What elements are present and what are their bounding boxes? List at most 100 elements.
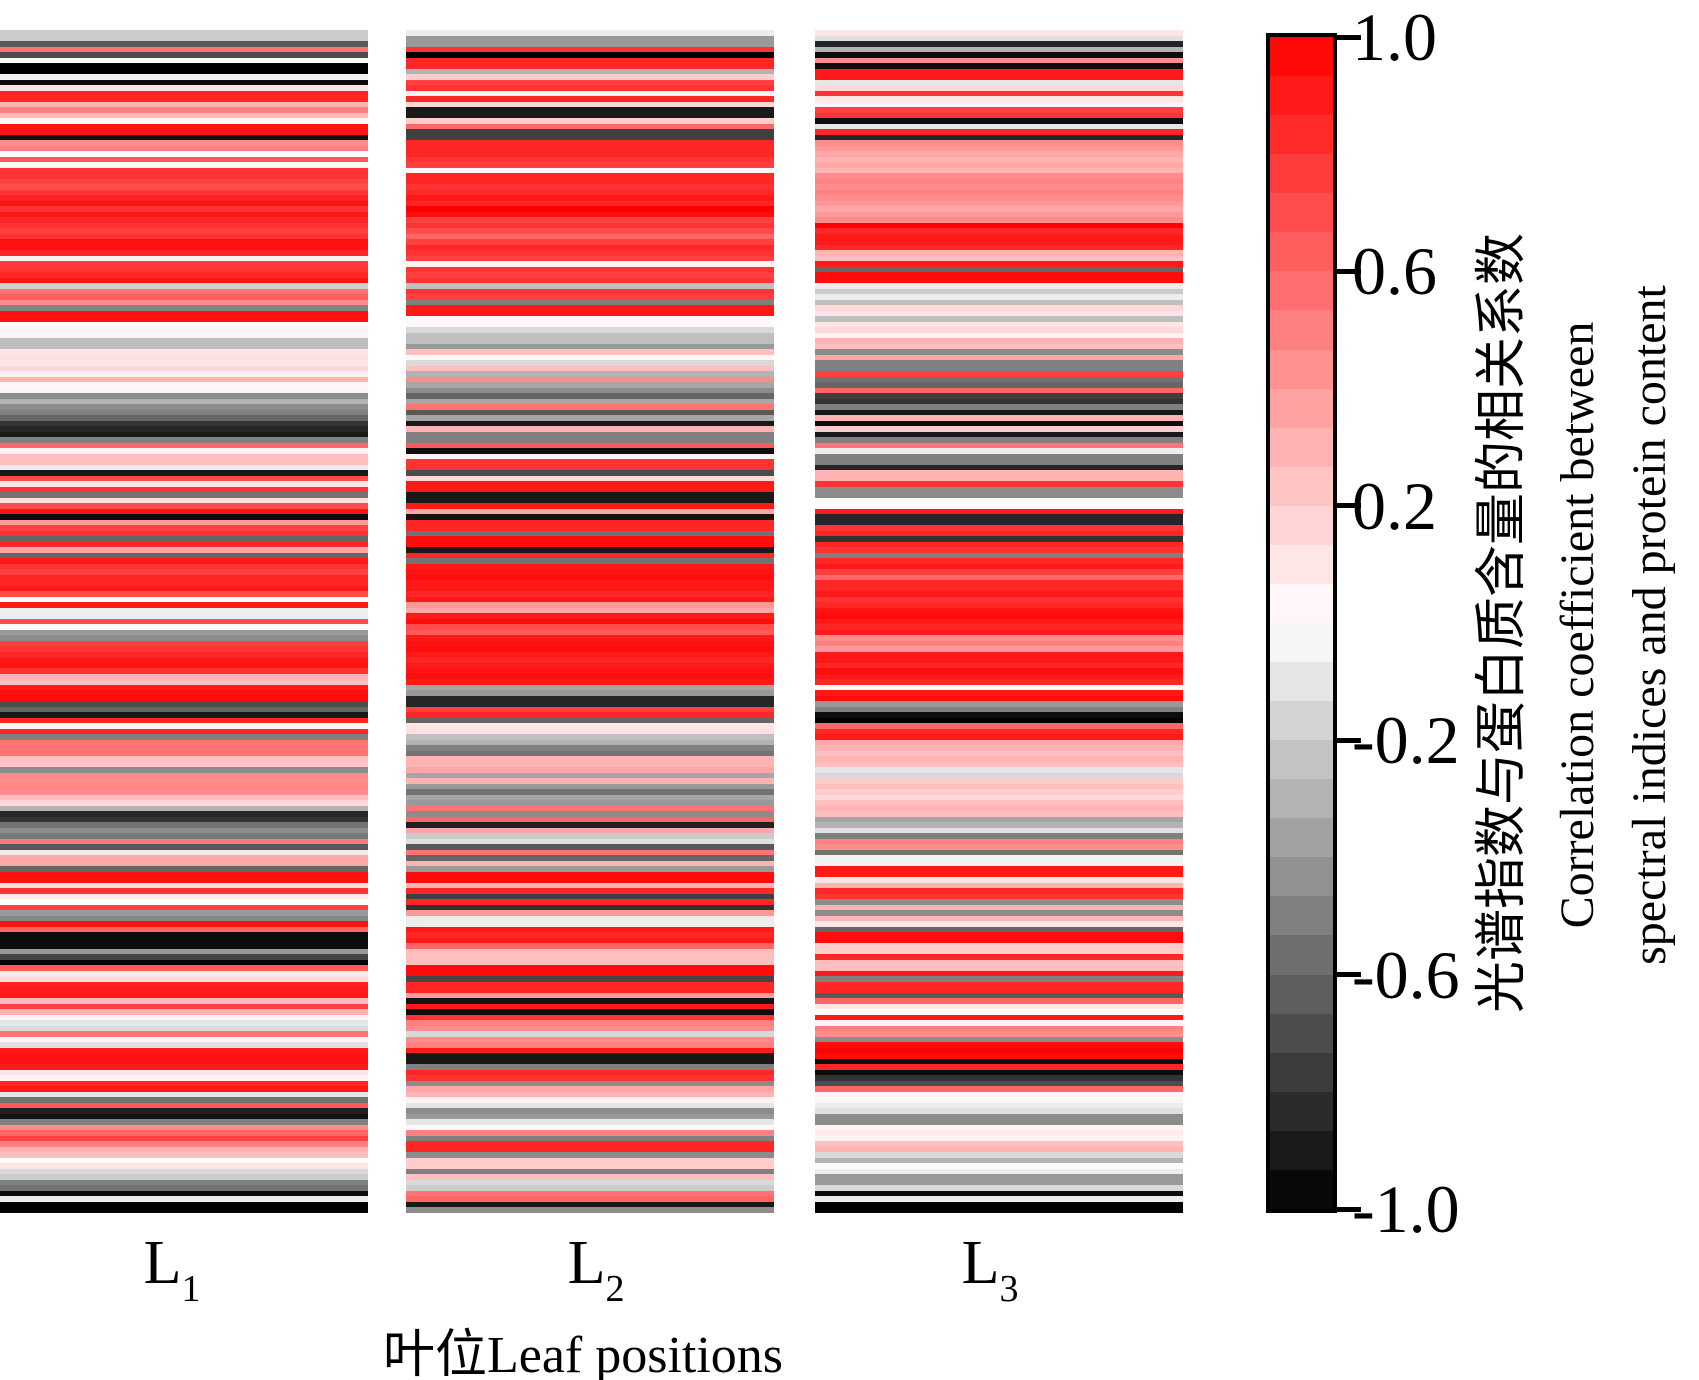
- colorbar-step: [1270, 662, 1333, 702]
- heatmap-row: [406, 272, 774, 278]
- heatmap-row: [406, 811, 774, 817]
- heatmap-row: [0, 756, 368, 762]
- heatmap-row: [0, 46, 368, 52]
- colorbar-tick: [1337, 737, 1361, 743]
- heatmap-row: [815, 701, 1183, 707]
- heatmap-row: [0, 1025, 368, 1031]
- heatmap-row: [406, 1069, 774, 1075]
- heatmap-row: [0, 360, 368, 366]
- heatmap-row: [406, 959, 774, 965]
- heatmap-row: [815, 46, 1183, 52]
- heatmap-row: [0, 442, 368, 448]
- heatmap-row: [406, 519, 774, 525]
- heatmap-row: [0, 178, 368, 184]
- heatmap-row: [815, 79, 1183, 85]
- heatmap-row: [815, 904, 1183, 910]
- heatmap-row: [815, 547, 1183, 553]
- heatmap-row: [0, 860, 368, 866]
- colorbar-step: [1270, 974, 1333, 1014]
- heatmap-row: [0, 1168, 368, 1174]
- heatmap-row: [0, 1097, 368, 1103]
- heatmap-row: [406, 767, 774, 773]
- heatmap-row: [406, 294, 774, 300]
- heatmap-row: [815, 310, 1183, 316]
- heatmap-row: [0, 437, 368, 443]
- heatmap-row: [0, 173, 368, 179]
- heatmap-row: [0, 283, 368, 289]
- heatmap-row: [815, 211, 1183, 217]
- heatmap-row: [0, 679, 368, 685]
- heatmap-row: [0, 1179, 368, 1185]
- heatmap-row: [406, 321, 774, 327]
- heatmap-row: [815, 371, 1183, 377]
- heatmap-row: [406, 657, 774, 663]
- heatmap-row: [406, 371, 774, 377]
- heatmap-row: [0, 57, 368, 63]
- heatmap-row: [0, 844, 368, 850]
- heatmap-row: [0, 778, 368, 784]
- heatmap-row: [0, 673, 368, 679]
- heatmap-row: [0, 129, 368, 135]
- heatmap-row: [406, 1075, 774, 1081]
- heatmap-row: [0, 382, 368, 388]
- heatmap-row: [0, 398, 368, 404]
- heatmap-row: [406, 1201, 774, 1207]
- heatmap-row: [0, 492, 368, 498]
- heatmap-row: [0, 1141, 368, 1147]
- heatmap-row: [815, 184, 1183, 190]
- heatmap-row: [406, 635, 774, 641]
- heatmap-row: [815, 376, 1183, 382]
- heatmap-row: [815, 1020, 1183, 1026]
- heatmap-row: [0, 404, 368, 410]
- heatmap-row: [0, 1124, 368, 1130]
- heatmap-row: [406, 1207, 774, 1213]
- heatmap-row: [0, 706, 368, 712]
- colorbar-step: [1270, 37, 1333, 77]
- heatmap-row: [0, 475, 368, 481]
- heatmap-row: [815, 1003, 1183, 1009]
- heatmap-row: [815, 712, 1183, 718]
- heatmap-row: [815, 349, 1183, 355]
- colorbar-label-english-line1: Correlation coefficient between: [1551, 321, 1604, 929]
- heatmap-row: [406, 365, 774, 371]
- heatmap-row: [406, 1036, 774, 1042]
- heatmap-row: [815, 684, 1183, 690]
- heatmap-row: [406, 1025, 774, 1031]
- heatmap-row: [0, 140, 368, 146]
- heatmap-row: [0, 882, 368, 888]
- heatmap-row: [406, 1102, 774, 1108]
- heatmap-row: [406, 723, 774, 729]
- heatmap-row: [0, 596, 368, 602]
- heatmap-row: [0, 1080, 368, 1086]
- heatmap-row: [0, 767, 368, 773]
- heatmap-row: [815, 145, 1183, 151]
- heatmap-row: [0, 431, 368, 437]
- heatmap-row: [406, 475, 774, 481]
- heatmap-row: [0, 569, 368, 575]
- heatmap-row: [406, 228, 774, 234]
- heatmap-row: [815, 123, 1183, 129]
- heatmap-row: [406, 349, 774, 355]
- heatmap-row: [0, 222, 368, 228]
- heatmap-row: [815, 167, 1183, 173]
- heatmap-row: [0, 371, 368, 377]
- heatmap-row: [0, 79, 368, 85]
- heatmap-row: [406, 805, 774, 811]
- heatmap-row: [815, 838, 1183, 844]
- heatmap-row: [815, 750, 1183, 756]
- heatmap-row: [406, 1009, 774, 1015]
- heatmap-row: [0, 1146, 368, 1152]
- heatmap-row: [815, 442, 1183, 448]
- heatmap-row: [406, 464, 774, 470]
- heatmap-row: [406, 250, 774, 256]
- heatmap-row: [0, 888, 368, 894]
- heatmap-row: [815, 431, 1183, 437]
- heatmap-row: [0, 739, 368, 745]
- colorbar-tick: [1337, 503, 1361, 509]
- colorbar: [1266, 33, 1337, 1213]
- heatmap-row: [815, 30, 1183, 36]
- heatmap-row: [406, 1086, 774, 1092]
- heatmap-row: [0, 525, 368, 531]
- colorbar-step: [1270, 232, 1333, 272]
- heatmap-row: [815, 1053, 1183, 1059]
